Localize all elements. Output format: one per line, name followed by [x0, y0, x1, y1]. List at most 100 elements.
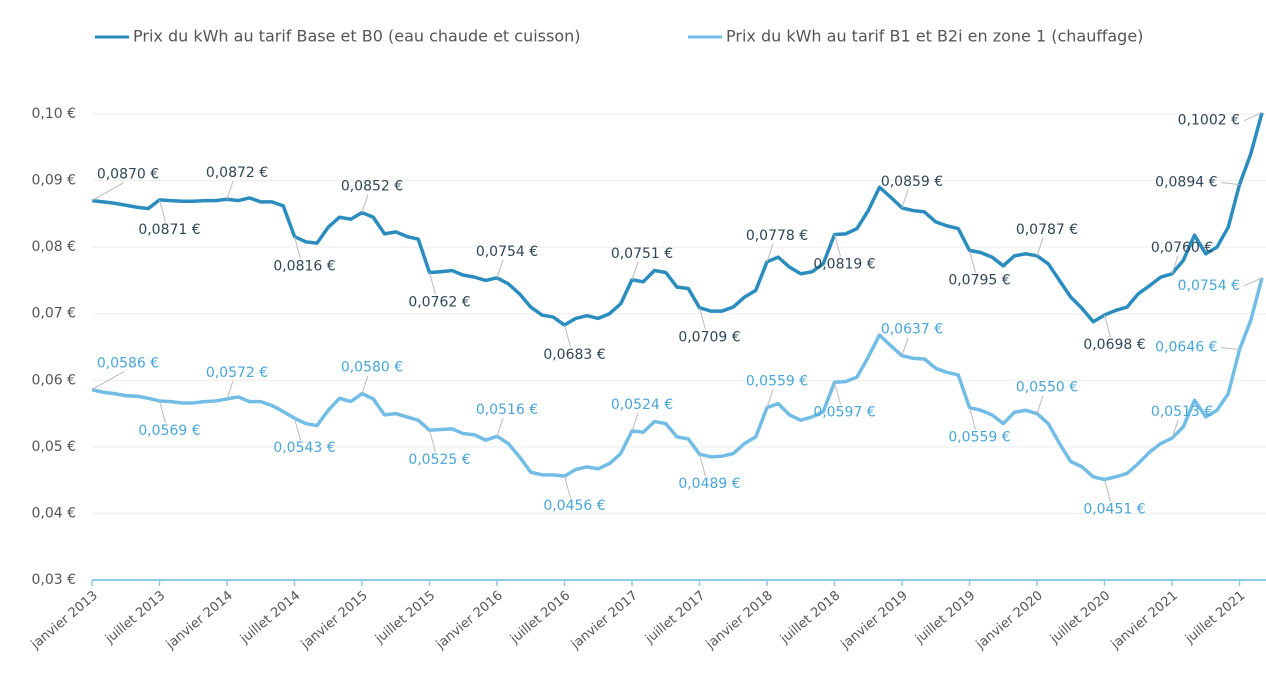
data-label: 0,0709 € — [678, 330, 740, 346]
data-label: 0,0456 € — [543, 498, 605, 514]
data-label: 0,0871 € — [138, 222, 200, 238]
series-line — [91, 112, 1264, 327]
legend-label: Prix du kWh au tarif B1 et B2i en zone 1… — [726, 27, 1143, 46]
data-label: 0,0795 € — [948, 273, 1010, 289]
x-tick-label: juillet 2014 — [237, 588, 303, 647]
x-tick-label: janvier 2014 — [163, 588, 236, 653]
label-leader — [294, 236, 301, 259]
x-tick-label: juillet 2015 — [372, 588, 438, 647]
data-label: 0,0872 € — [206, 165, 268, 181]
x-tick-label: janvier 2017 — [568, 588, 641, 653]
label-leader — [1171, 255, 1179, 274]
y-tick-label: 0,09 € — [31, 173, 76, 189]
y-tick-label: 0,05 € — [31, 439, 76, 455]
label-leader — [1243, 112, 1263, 122]
data-label: 0,0543 € — [273, 440, 335, 456]
label-leader — [969, 250, 976, 273]
data-label: 0,0597 € — [813, 404, 875, 420]
label-leader — [429, 272, 436, 295]
label-leader — [969, 407, 976, 430]
label-leader — [429, 430, 436, 453]
data-label: 0,0637 € — [881, 322, 943, 338]
data-label: 0,0559 € — [746, 374, 808, 390]
x-tick-label: juillet 2019 — [912, 588, 978, 647]
label-leader — [699, 454, 706, 477]
data-label: 0,0778 € — [746, 228, 808, 244]
label-leader — [901, 189, 909, 209]
data-label: 0,0513 € — [1151, 404, 1213, 420]
x-tick-label: janvier 2018 — [703, 588, 776, 653]
data-label: 0,0489 € — [678, 476, 740, 492]
data-label: 0,0859 € — [881, 174, 943, 190]
label-leader — [226, 181, 234, 200]
y-tick-label: 0,06 € — [31, 372, 76, 388]
data-label: 0,0451 € — [1083, 501, 1145, 517]
y-tick-label: 0,03 € — [31, 572, 76, 588]
y-tick-label: 0,04 € — [31, 505, 76, 521]
y-tick-label: 0,08 € — [31, 239, 76, 255]
data-label: 0,0569 € — [138, 423, 200, 439]
label-leader — [1243, 277, 1263, 287]
label-leader — [1036, 395, 1044, 414]
data-label: 0,0754 € — [1178, 278, 1240, 294]
data-label: 0,0524 € — [611, 397, 673, 413]
label-leader — [631, 261, 639, 280]
label-leader — [1221, 182, 1240, 186]
data-label: 0,0762 € — [408, 294, 470, 310]
data-label: 0,0580 € — [341, 360, 403, 376]
x-tick-label: juillet 2020 — [1047, 588, 1113, 647]
data-label: 0,0586 € — [97, 356, 159, 372]
x-tick-label: janvier 2016 — [433, 588, 506, 653]
x-tick-label: janvier 2020 — [973, 588, 1046, 653]
data-label: 0,0550 € — [1016, 380, 1078, 396]
data-label: 0,0698 € — [1083, 337, 1145, 353]
data-label: 0,0559 € — [948, 430, 1010, 446]
label-leader — [1104, 479, 1111, 502]
label-leader — [1221, 347, 1240, 351]
label-leader — [834, 234, 841, 257]
data-label: 0,0754 € — [476, 244, 538, 260]
x-tick-label: juillet 2013 — [102, 588, 168, 647]
data-label: 0,0751 € — [611, 246, 673, 262]
label-leader — [564, 476, 571, 499]
label-leader — [91, 182, 125, 202]
label-leader — [1036, 237, 1044, 256]
legend-label: Prix du kWh au tarif Base et B0 (eau cha… — [133, 27, 581, 46]
label-leader — [91, 371, 125, 391]
label-leader — [159, 400, 166, 424]
x-tick-label: janvier 2015 — [298, 588, 371, 653]
label-leader — [361, 194, 369, 213]
label-leader — [766, 389, 774, 408]
x-tick-label: janvier 2021 — [1108, 588, 1181, 653]
data-label: 0,0870 € — [97, 167, 159, 183]
x-tick-label: juillet 2016 — [507, 588, 573, 647]
data-label: 0,0787 € — [1016, 222, 1078, 238]
label-leader — [361, 375, 369, 394]
label-leader — [1104, 314, 1111, 338]
data-label: 0,0894 € — [1155, 175, 1217, 191]
x-tick-label: janvier 2013 — [28, 588, 101, 653]
label-leader — [294, 418, 301, 441]
y-tick-label: 0,07 € — [31, 306, 76, 322]
data-label: 0,0525 € — [408, 452, 470, 468]
label-leader — [1171, 420, 1179, 439]
x-tick-label: janvier 2019 — [838, 588, 911, 653]
series-line — [91, 277, 1264, 482]
data-label: 0,0760 € — [1151, 240, 1213, 256]
y-tick-label: 0,10 € — [31, 106, 76, 122]
data-label: 0,0646 € — [1155, 340, 1217, 356]
label-leader — [564, 324, 571, 348]
label-leader — [496, 259, 504, 278]
data-label: 0,1002 € — [1178, 113, 1240, 129]
x-tick-label: juillet 2021 — [1182, 588, 1248, 647]
data-label: 0,0852 € — [341, 179, 403, 195]
label-leader — [159, 199, 166, 223]
label-leader — [631, 412, 639, 432]
data-label: 0,0516 € — [476, 402, 538, 418]
data-label: 0,0572 € — [206, 365, 268, 381]
data-label: 0,0819 € — [813, 257, 875, 273]
data-label: 0,0816 € — [273, 259, 335, 275]
label-leader — [496, 418, 504, 437]
x-tick-label: juillet 2018 — [777, 588, 843, 647]
